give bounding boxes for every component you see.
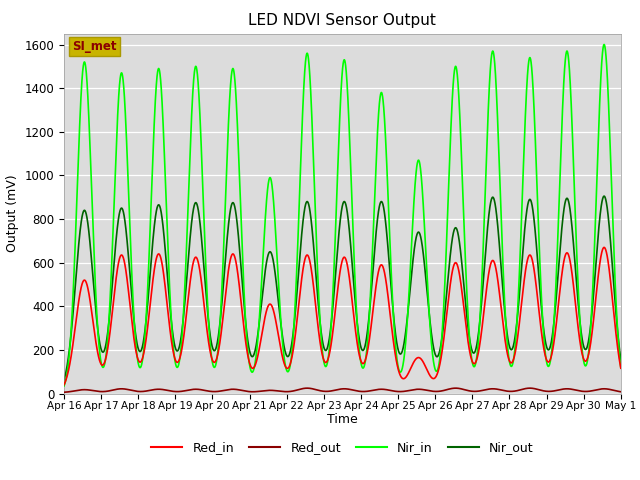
Red_in <box>499 315 506 321</box>
Nir_in <box>419 202 427 207</box>
Nir_out <box>615 341 623 347</box>
Line: Red_out: Red_out <box>64 388 621 392</box>
Nir_out <box>269 254 276 260</box>
Nir_in <box>179 317 187 323</box>
Nir_out <box>179 318 187 324</box>
Nir_out <box>600 193 608 199</box>
Red_in <box>615 354 623 360</box>
Nir_out <box>419 251 427 256</box>
Line: Nir_in: Nir_in <box>64 45 621 386</box>
Red_out <box>526 385 534 391</box>
Nir_in <box>615 345 623 351</box>
Red_out <box>499 387 506 393</box>
Red_out <box>179 388 187 394</box>
Y-axis label: Output (mV): Output (mV) <box>6 175 19 252</box>
Nir_out <box>60 377 68 383</box>
X-axis label: Time: Time <box>327 413 358 426</box>
Legend: Red_in, Red_out, Nir_in, Nir_out: Red_in, Red_out, Nir_in, Nir_out <box>146 436 539 459</box>
Nir_in <box>173 364 181 370</box>
Line: Red_in: Red_in <box>64 247 621 385</box>
Red_in <box>600 244 608 250</box>
Red_in <box>60 382 68 388</box>
Title: LED NDVI Sensor Output: LED NDVI Sensor Output <box>248 13 436 28</box>
Line: Nir_out: Nir_out <box>64 196 621 380</box>
Nir_out <box>617 357 625 362</box>
Text: SI_met: SI_met <box>72 40 117 53</box>
Nir_out <box>173 348 181 354</box>
Nir_in <box>617 365 625 371</box>
Red_out <box>617 389 625 395</box>
Nir_in <box>60 383 68 389</box>
Red_out <box>173 389 181 395</box>
Red_out <box>419 387 427 393</box>
Red_in <box>269 304 276 310</box>
Nir_in <box>269 186 276 192</box>
Nir_out <box>499 279 506 285</box>
Red_in <box>179 338 187 344</box>
Red_out <box>60 389 68 395</box>
Nir_in <box>499 245 506 251</box>
Red_in <box>173 360 181 365</box>
Red_in <box>419 359 427 365</box>
Red_out <box>615 389 623 395</box>
Red_out <box>269 387 276 393</box>
Red_in <box>617 365 625 371</box>
Nir_in <box>600 42 608 48</box>
